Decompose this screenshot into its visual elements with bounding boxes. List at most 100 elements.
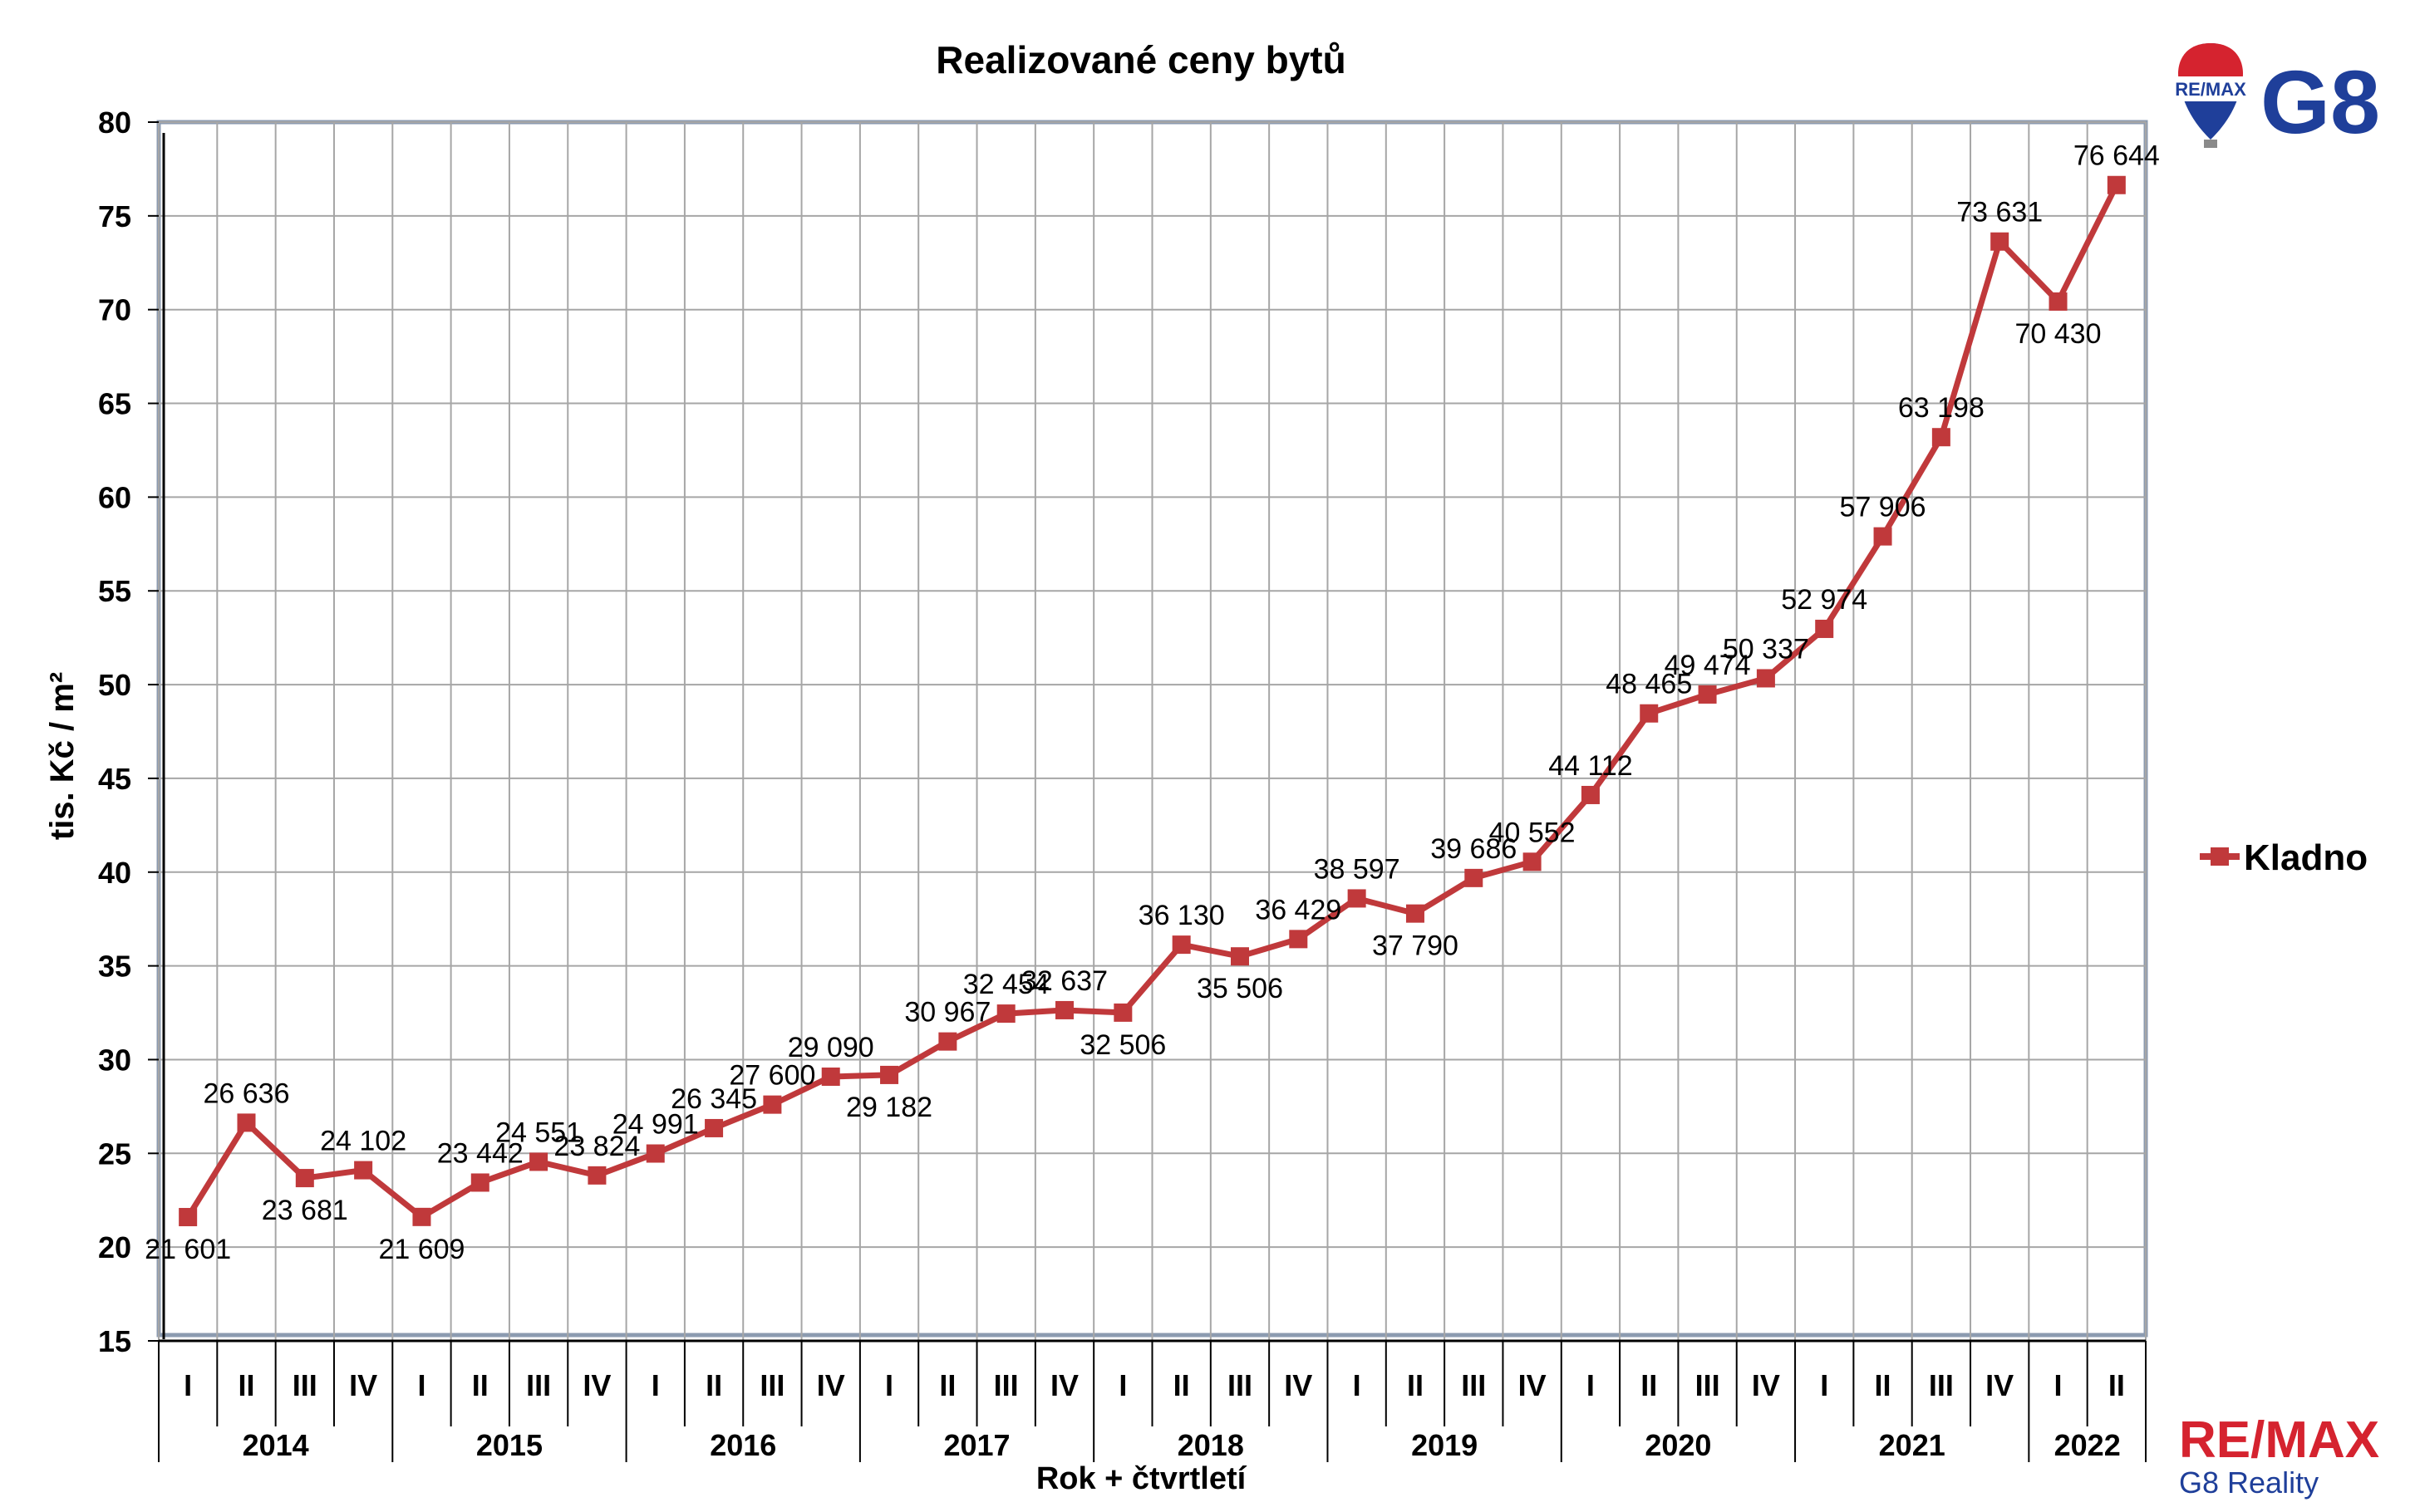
balloon-logo-text: RE/MAX <box>2175 79 2246 100</box>
data-label: 21 601 <box>145 1234 231 1265</box>
x-quarter-label: IV <box>583 1368 611 1402</box>
data-point <box>1230 947 1249 966</box>
x-quarter-label: II <box>238 1368 254 1402</box>
data-label: 49 474 <box>1665 650 1751 681</box>
data-point <box>2107 175 2126 194</box>
remax-g8-logo: RE/MAX G8 <box>2171 43 2380 152</box>
data-label: 73 631 <box>1956 197 2043 228</box>
x-quarter-label: IV <box>1985 1368 2014 1402</box>
x-quarter-label: II <box>1173 1368 1190 1402</box>
data-label: 29 090 <box>788 1032 874 1063</box>
y-tick-label: 70 <box>98 293 131 327</box>
x-year-label: 2020 <box>1645 1428 1711 1462</box>
y-tick-label: 65 <box>98 387 131 421</box>
data-label: 24 991 <box>612 1109 699 1141</box>
x-year-label: 2014 <box>243 1428 309 1462</box>
data-label: 21 609 <box>378 1234 465 1265</box>
data-label: 32 454 <box>963 969 1050 1000</box>
x-quarter-label: III <box>293 1368 317 1402</box>
data-point <box>295 1169 314 1188</box>
series-line-kladno <box>185 184 2119 1220</box>
x-axis-label: Rok + čtvrtletí <box>1036 1461 1247 1496</box>
y-tick-label: 45 <box>98 762 131 796</box>
data-label: 48 465 <box>1606 669 1692 700</box>
data-point <box>1172 935 1191 955</box>
x-quarter-label: IV <box>817 1368 845 1402</box>
data-label: 24 102 <box>320 1126 406 1157</box>
x-quarter-label: I <box>417 1368 425 1402</box>
y-tick-label: 35 <box>98 950 131 984</box>
y-tick-label: 75 <box>98 199 131 233</box>
data-point <box>1405 904 1424 923</box>
x-quarter-label: III <box>1227 1368 1252 1402</box>
data-label: 44 112 <box>1548 750 1632 782</box>
series-kladno <box>179 175 2126 1227</box>
g8-logo-text: G8 <box>2260 52 2380 152</box>
x-quarter-label: III <box>994 1368 1019 1402</box>
x-quarter-label: III <box>1929 1368 1954 1402</box>
x-quarter-label: I <box>1119 1368 1127 1402</box>
data-point <box>1581 785 1600 804</box>
data-label: 76 644 <box>2073 140 2160 172</box>
data-label: 38 597 <box>1314 853 1400 885</box>
data-label: 40 552 <box>1489 817 1576 848</box>
x-year-label: 2017 <box>943 1428 1010 1462</box>
y-axis-label: tis. Kč / m² <box>44 672 81 840</box>
legend-marker <box>2211 847 2229 866</box>
data-point <box>821 1067 840 1086</box>
data-point <box>179 1208 198 1227</box>
data-point <box>1289 930 1308 949</box>
x-quarter-label: I <box>2054 1368 2063 1402</box>
data-label: 30 967 <box>904 997 991 1028</box>
data-label: 50 337 <box>1723 633 1809 665</box>
x-quarter-label: I <box>1353 1368 1361 1402</box>
data-point <box>1815 619 1834 638</box>
data-label: 26 345 <box>671 1083 757 1115</box>
x-quarter-label: II <box>706 1368 722 1402</box>
data-point <box>1640 704 1659 723</box>
y-tick-label: 20 <box>98 1230 131 1264</box>
data-point <box>880 1065 899 1084</box>
data-label: 32 637 <box>1021 965 1108 997</box>
x-quarter-label: III <box>760 1368 785 1402</box>
chart-title: Realizované ceny bytů <box>936 38 1345 81</box>
x-year-label: 2021 <box>1879 1428 1945 1462</box>
x-quarter-label: II <box>1875 1368 1891 1402</box>
remax-g8-reality-logo: RE/MAX G8 Reality <box>2179 1411 2379 1500</box>
y-tick-label: 25 <box>98 1136 131 1171</box>
x-quarter-label: III <box>1695 1368 1720 1402</box>
x-quarter-label: II <box>1640 1368 1657 1402</box>
x-quarter-label: I <box>1586 1368 1595 1402</box>
data-point <box>470 1173 489 1192</box>
data-point <box>1347 889 1366 908</box>
x-quarter-label: IV <box>1050 1368 1079 1402</box>
data-label: 26 636 <box>203 1078 289 1109</box>
y-tick-label: 50 <box>98 668 131 702</box>
data-point <box>1873 527 1892 546</box>
data-point <box>529 1152 548 1171</box>
x-year-label: 2022 <box>2054 1428 2121 1462</box>
data-label: 23 824 <box>553 1131 640 1162</box>
data-point <box>2049 292 2068 311</box>
x-quarter-label: I <box>184 1368 192 1402</box>
x-quarter-label: I <box>652 1368 660 1402</box>
y-tick-label: 40 <box>98 856 131 890</box>
data-point <box>763 1095 782 1114</box>
remax-wordmark: RE/MAX <box>2179 1411 2379 1469</box>
data-point <box>1464 868 1483 887</box>
y-tick-label: 80 <box>98 106 131 140</box>
x-axis: I II III IV I II III IV I II III IV I II III IV I II III IV… <box>158 1339 2147 1462</box>
x-quarter-label: IV <box>349 1368 377 1402</box>
x-quarter-label: II <box>472 1368 489 1402</box>
data-point <box>237 1113 256 1132</box>
data-point <box>646 1144 665 1163</box>
data-point <box>1698 685 1717 704</box>
data-label: 27 600 <box>729 1060 815 1092</box>
x-year-label: 2019 <box>1411 1428 1478 1462</box>
x-year-label: 2016 <box>710 1428 776 1462</box>
data-point <box>705 1118 724 1137</box>
x-year-label: 2018 <box>1178 1428 1244 1462</box>
x-quarter-label: IV <box>1752 1368 1780 1402</box>
